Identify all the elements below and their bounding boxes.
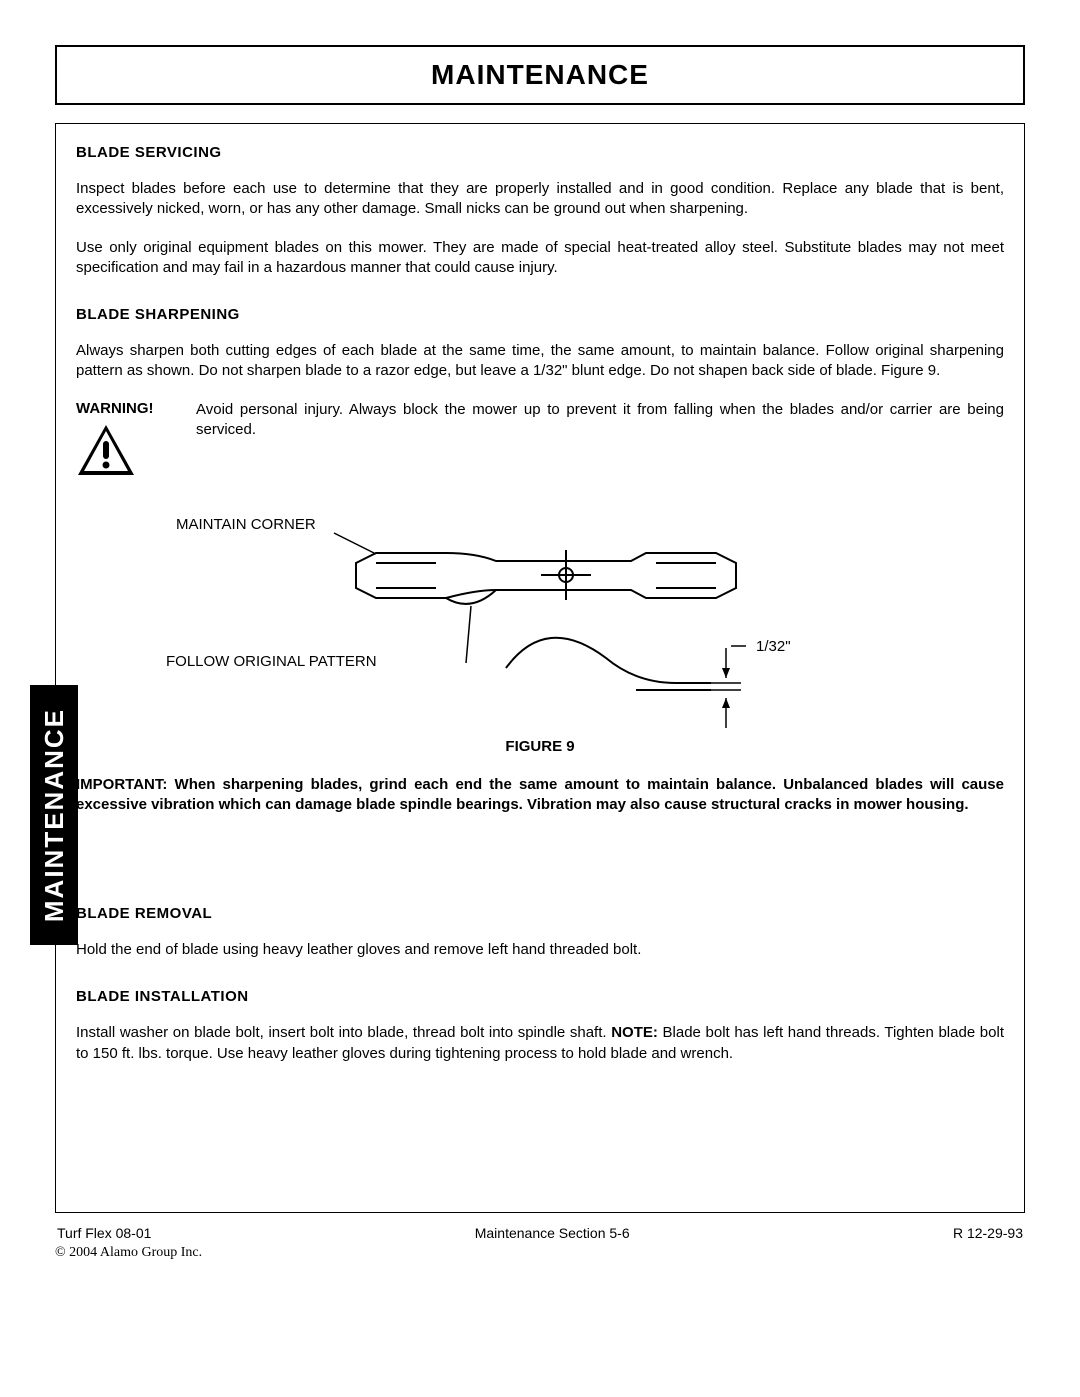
- warning-row: WARNING! Avoid personal injury. Always b…: [76, 400, 1004, 478]
- figure-caption: FIGURE 9: [76, 738, 1004, 755]
- footer-center: Maintenance Section 5-6: [475, 1225, 630, 1241]
- head-blade-removal: BLADE REMOVAL: [76, 905, 1004, 922]
- footer-left: Turf Flex 08-01: [57, 1225, 151, 1241]
- title-box: MAINTENANCE: [55, 45, 1025, 105]
- footer-right: R 12-29-93: [953, 1225, 1023, 1241]
- important-note: IMPORTANT: When sharpening blades, grind…: [76, 775, 1004, 816]
- warning-text: Avoid personal injury. Always block the …: [196, 400, 1004, 441]
- para-sharpening-1: Always sharpen both cutting edges of eac…: [76, 341, 1004, 382]
- page-title: MAINTENANCE: [57, 59, 1023, 91]
- footer: Turf Flex 08-01 Maintenance Section 5-6 …: [55, 1225, 1025, 1241]
- note-label: NOTE:: [611, 1024, 658, 1041]
- figure-9: MAINTAIN CORNER FOLLOW ORIGINAL PATTERN …: [76, 488, 1004, 738]
- head-blade-installation: BLADE INSTALLATION: [76, 988, 1004, 1005]
- warning-icon: [76, 423, 136, 478]
- label-dimension: 1/32": [756, 638, 791, 655]
- para-removal-1: Hold the end of blade using heavy leathe…: [76, 940, 1004, 960]
- head-blade-sharpening: BLADE SHARPENING: [76, 306, 1004, 323]
- content-box: BLADE SERVICING Inspect blades before ea…: [55, 123, 1025, 1213]
- label-maintain-corner: MAINTAIN CORNER: [176, 516, 316, 533]
- warning-label: WARNING!: [76, 400, 154, 417]
- para-installation-1: Install washer on blade bolt, insert bol…: [76, 1023, 1004, 1064]
- copyright: © 2004 Alamo Group Inc.: [55, 1245, 1025, 1261]
- para-servicing-1: Inspect blades before each use to determ…: [76, 179, 1004, 220]
- head-blade-servicing: BLADE SERVICING: [76, 144, 1004, 161]
- side-tab-label: MAINTENANCE: [39, 708, 70, 922]
- para-servicing-2: Use only original equipment blades on th…: [76, 238, 1004, 279]
- label-follow-pattern: FOLLOW ORIGINAL PATTERN: [166, 653, 377, 670]
- side-tab: MAINTENANCE: [30, 685, 78, 945]
- install-pre: Install washer on blade bolt, insert bol…: [76, 1024, 611, 1041]
